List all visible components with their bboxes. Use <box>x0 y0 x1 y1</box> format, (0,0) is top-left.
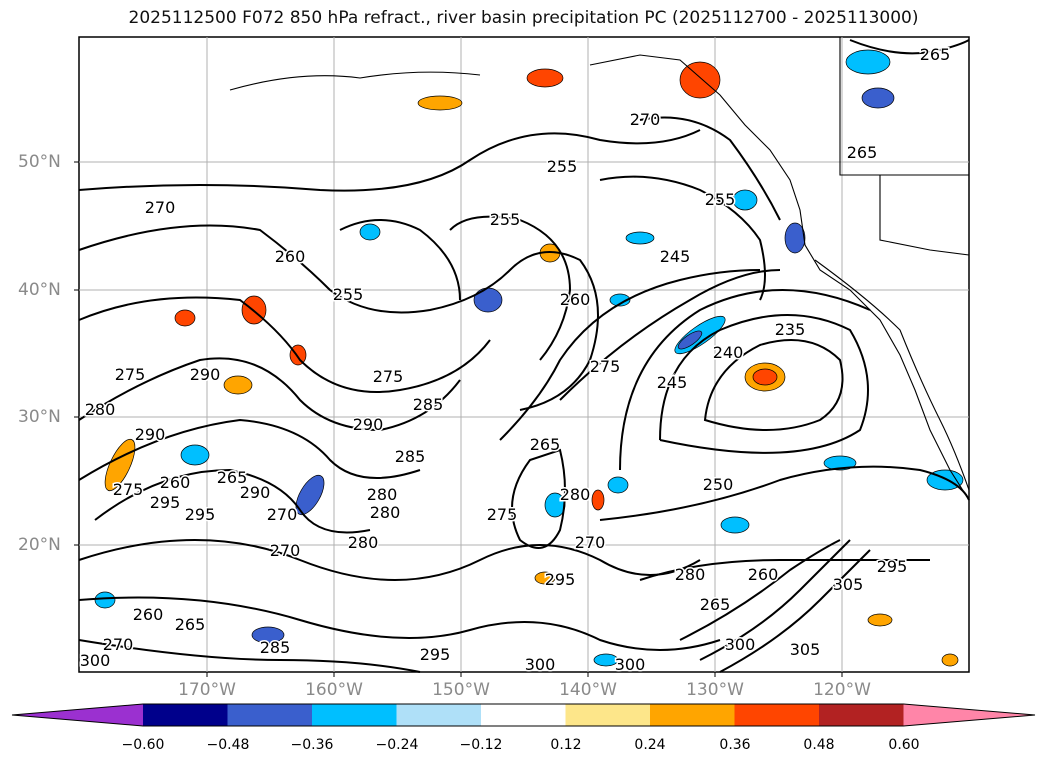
contour-label: 280 <box>370 503 401 522</box>
colorbar-extend-low <box>12 704 143 726</box>
contour-label: 265 <box>847 143 878 162</box>
refractivity-contours <box>78 39 970 673</box>
contour-label: 255 <box>705 190 736 209</box>
contour-label: 295 <box>150 493 181 512</box>
graticule <box>79 37 969 672</box>
contour-label: 300 <box>525 655 556 674</box>
colorbar-segment <box>650 704 735 726</box>
contour-label: 285 <box>413 395 444 414</box>
colorbar-segment <box>481 704 566 726</box>
contour-label: 235 <box>775 320 806 339</box>
colorbar-segment <box>734 704 820 726</box>
contour-label: 270 <box>575 533 606 552</box>
contour-label: 270 <box>145 198 176 217</box>
contour-label: 270 <box>267 505 298 524</box>
lat-label-50n: 50°N <box>18 152 61 172</box>
contour-label: 300 <box>725 635 756 654</box>
colorbar-outline <box>11 703 1036 727</box>
contour-label: 280 <box>675 565 706 584</box>
contour-label: 280 <box>560 485 591 504</box>
contour-label: 245 <box>657 373 688 392</box>
contour-label: 290 <box>353 415 384 434</box>
contour-label: 275 <box>487 505 518 524</box>
contour-label: 260 <box>133 605 164 624</box>
contour-label: 305 <box>790 640 821 659</box>
contour-label: 290 <box>135 425 166 444</box>
lon-label-160w: 160°W <box>305 680 363 700</box>
contour-label: 245 <box>660 247 691 266</box>
contour-label: 260 <box>275 247 306 266</box>
contour-label: 290 <box>240 483 271 502</box>
contour-label: 270 <box>103 635 134 654</box>
colorbar-segment <box>143 704 228 726</box>
lat-label-40n: 40°N <box>18 280 61 300</box>
lon-label-120w: 120°W <box>813 680 871 700</box>
contour-label: 260 <box>748 565 779 584</box>
contour-label: 250 <box>703 475 734 494</box>
contour-label: 305 <box>833 575 864 594</box>
contour-label: 295 <box>545 570 576 589</box>
contour-label: 255 <box>547 157 578 176</box>
colorbar-tick: 0.24 <box>634 737 666 753</box>
contour-label: 255 <box>490 210 521 229</box>
coastlines <box>229 37 970 501</box>
contour-label: 275 <box>113 480 144 499</box>
contour-label: 295 <box>877 557 908 576</box>
contour-label: 285 <box>395 447 426 466</box>
lon-label-170w: 170°W <box>178 680 236 700</box>
contour-label: 260 <box>160 473 191 492</box>
colorbar-tick: 0.36 <box>719 737 751 753</box>
contour-label: 275 <box>590 357 621 376</box>
colorbar-segment <box>312 704 397 726</box>
colorbar-segment <box>819 704 904 726</box>
contour-label: 280 <box>367 485 398 504</box>
contour-label: 265 <box>920 45 951 64</box>
lon-label-130w: 130°W <box>686 680 744 700</box>
contour-label: 285 <box>260 638 291 657</box>
axis-ticks <box>74 161 843 677</box>
contour-label: 290 <box>190 365 221 384</box>
contour-label: 265 <box>530 435 561 454</box>
contour-labels: 265 265 255 270 255 245 260 255 270 260 235 240 245 2… <box>78 44 952 676</box>
colorbar-tick: −0.36 <box>290 737 334 753</box>
contour-label: 270 <box>270 541 301 560</box>
figure-title: 2025112500 F072 850 hPa refract., river … <box>128 8 919 28</box>
lon-label-140w: 140°W <box>559 680 617 700</box>
contour-label: 270 <box>630 110 661 129</box>
colorbar-extend-high <box>903 704 1035 726</box>
colorbar-segment <box>565 704 651 726</box>
colorbar-tick: 0.60 <box>888 737 920 753</box>
colorbar-segment <box>227 704 313 726</box>
colorbar <box>11 703 1036 727</box>
lon-label-150w: 150°W <box>432 680 490 700</box>
contour-label: 240 <box>713 343 744 362</box>
colorbar-tick: −0.48 <box>206 737 250 753</box>
colorbar-tick: −0.24 <box>375 737 419 753</box>
contour-label: 300 <box>80 651 111 670</box>
colorbar-tick: −0.12 <box>459 737 503 753</box>
map-frame <box>78 36 970 673</box>
contour-label: 280 <box>85 400 116 419</box>
contour-label: 300 <box>615 655 646 674</box>
contour-label: 265 <box>175 615 206 634</box>
contour-label: 295 <box>185 505 216 524</box>
contour-label: 260 <box>560 290 591 309</box>
contour-label: 265 <box>217 468 248 487</box>
contour-label: 265 <box>700 595 731 614</box>
contour-label: 275 <box>373 367 404 386</box>
colorbar-tick: 0.48 <box>803 737 835 753</box>
contour-label: 275 <box>115 365 146 384</box>
contour-label: 295 <box>420 645 451 664</box>
colorbar-tick: −0.60 <box>121 737 165 753</box>
colorbar-segment <box>396 704 482 726</box>
lat-label-20n: 20°N <box>18 535 61 555</box>
contour-label: 255 <box>333 285 364 304</box>
contour-label: 280 <box>348 533 379 552</box>
lat-label-30n: 30°N <box>18 407 61 427</box>
colorbar-tick: 0.12 <box>550 737 582 753</box>
